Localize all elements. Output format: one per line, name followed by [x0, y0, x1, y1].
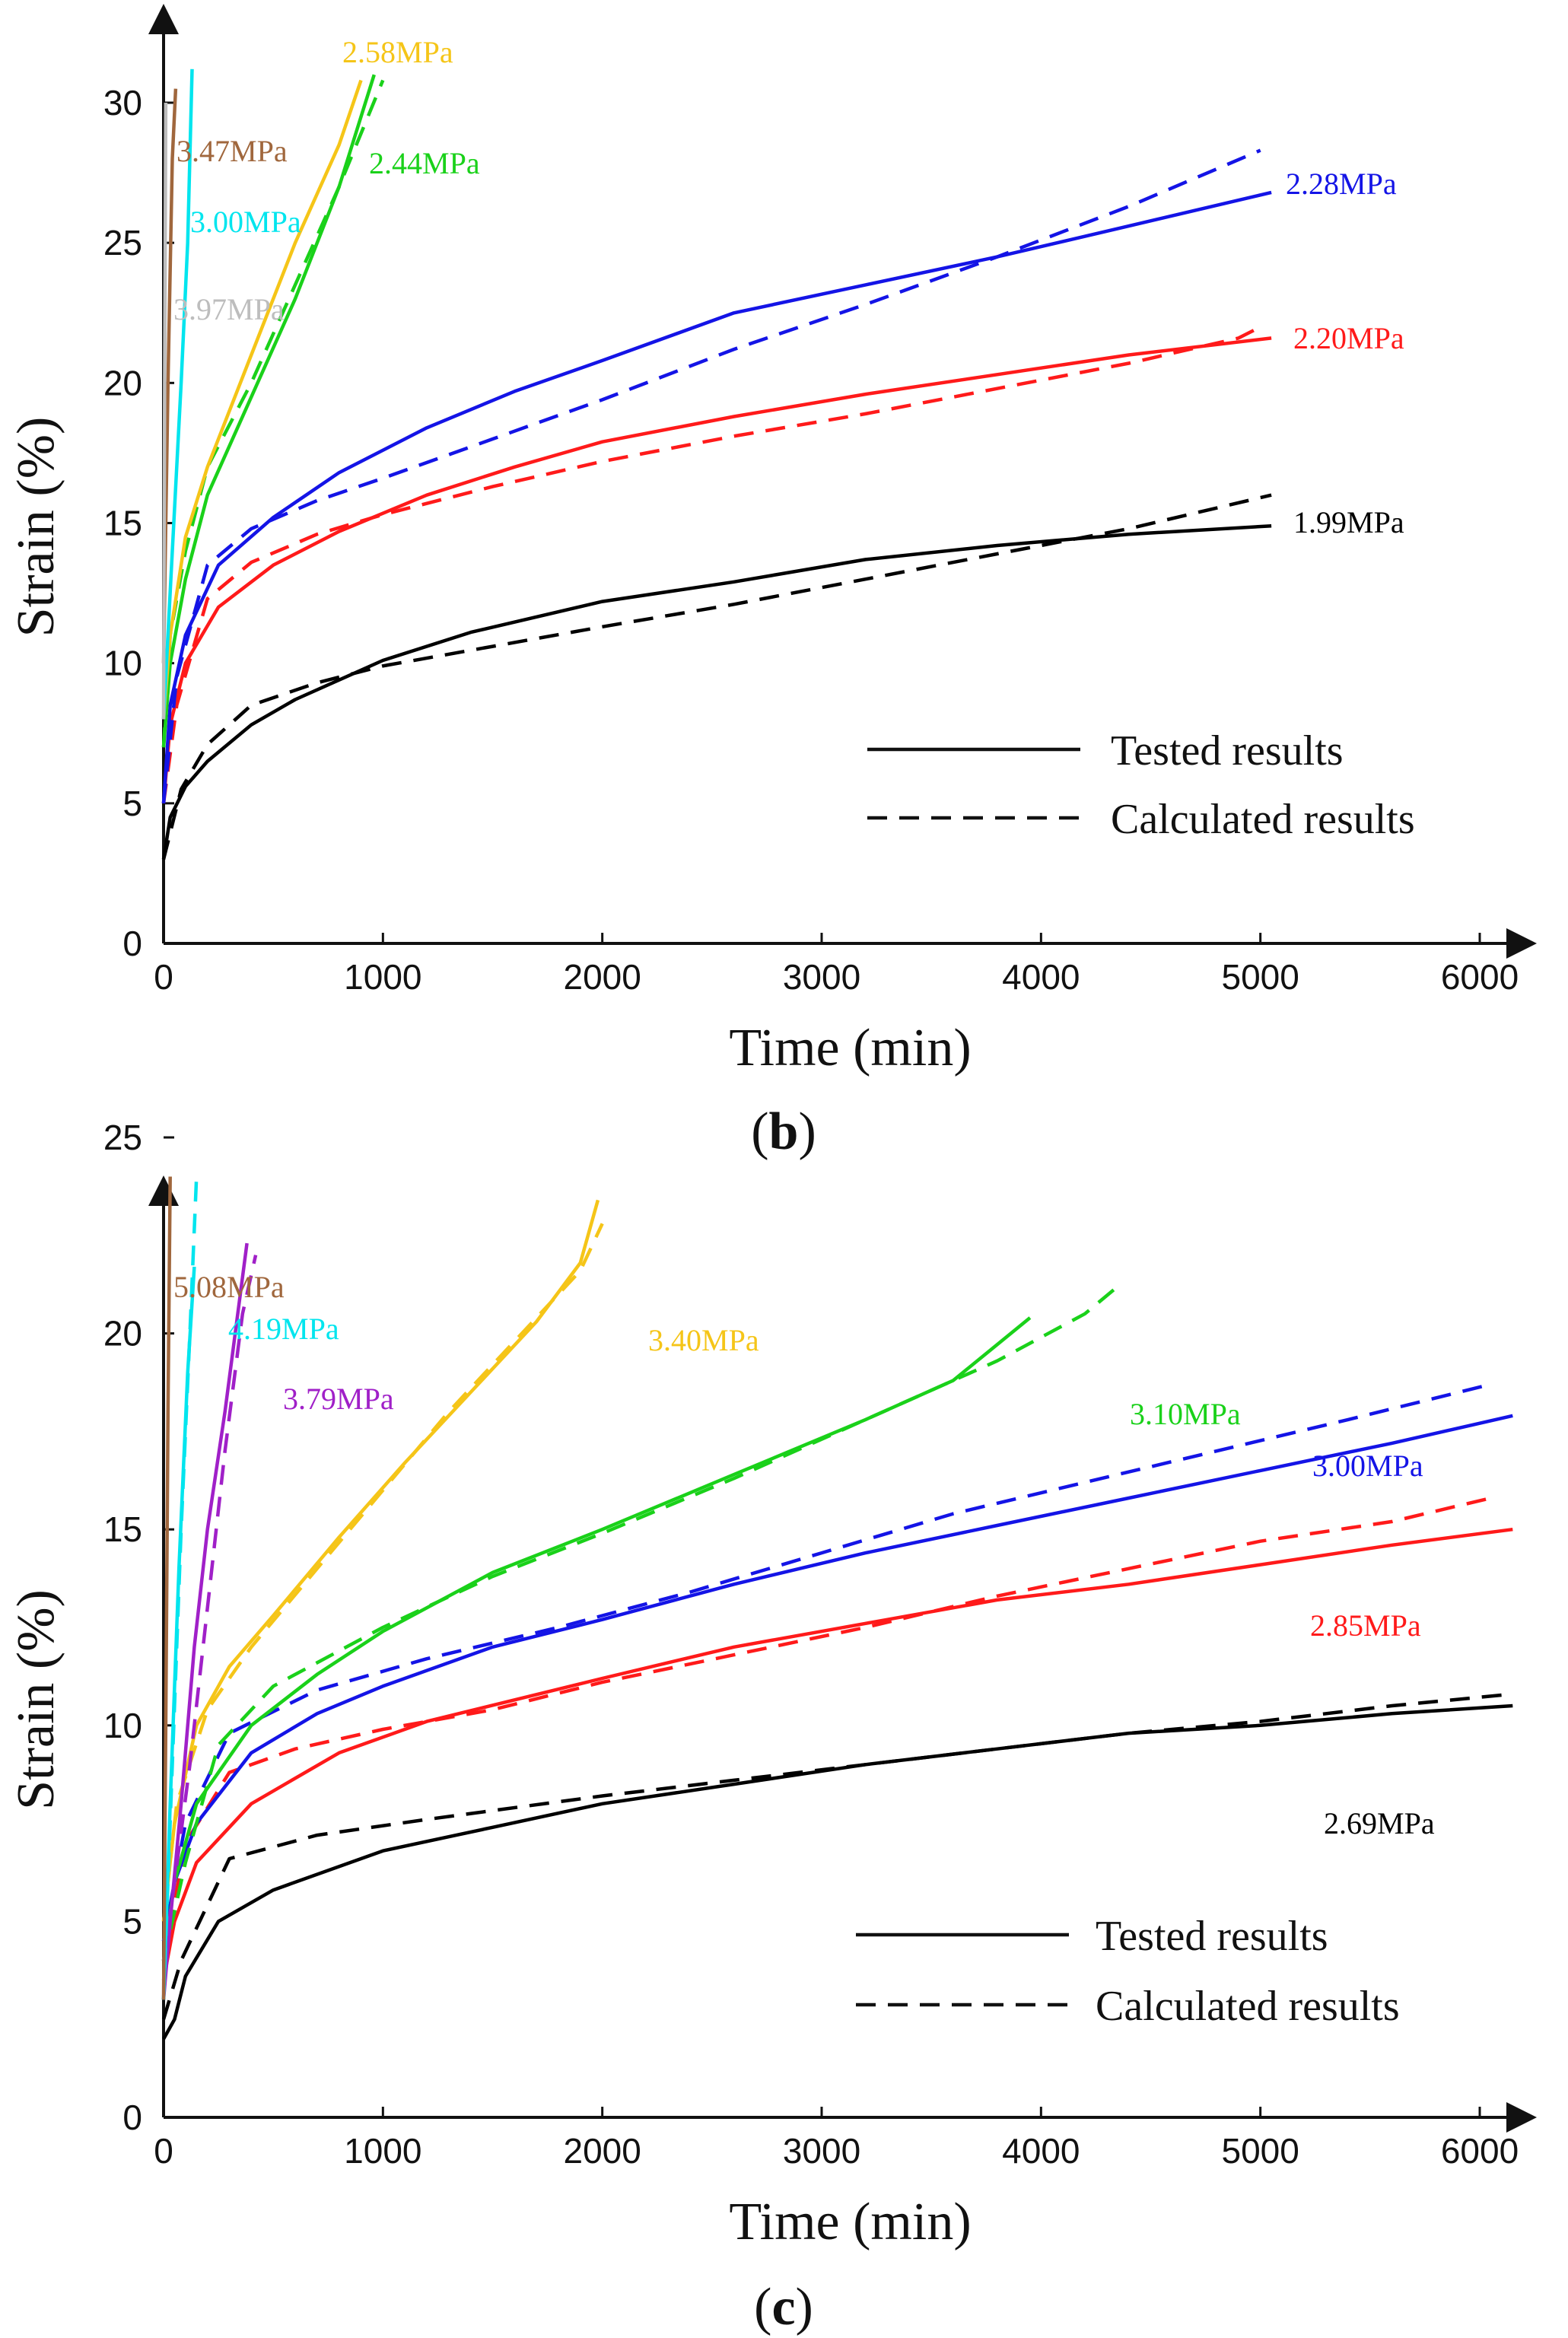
y-axis-title: Strain (%): [7, 417, 65, 638]
y-tick-label: 10: [103, 1706, 142, 1745]
series-tested-3.00MPa: [161, 1414, 1513, 1942]
x-tick-label: 2000: [563, 2131, 641, 2171]
legend-tested-label: Tested results: [1111, 727, 1344, 775]
x-tick-label: 3000: [783, 2131, 860, 2171]
y-tick-label: 15: [103, 1509, 142, 1549]
y-tick-label: 25: [103, 223, 142, 262]
series-tested-2.20MPa: [161, 336, 1272, 803]
y-tick-label: 0: [122, 2098, 142, 2137]
series-label-3.10MPa: 3.10MPa: [1130, 1397, 1241, 1431]
panel-label-b: (b): [751, 1102, 816, 1161]
series-tested-2.85MPa: [161, 1527, 1513, 1981]
series-calculated-1.99MPa: [161, 493, 1272, 860]
y-tick-label: 5: [122, 784, 142, 823]
x-axis-title: Time (min): [729, 1019, 971, 1077]
series-tested-2.58MPa: [161, 79, 363, 720]
x-tick-label: 5000: [1221, 2131, 1299, 2171]
series-label-1.99MPa: 1.99MPa: [1293, 505, 1404, 539]
y-tick-label: 0: [122, 924, 142, 963]
series-label-2.85MPa: 2.85MPa: [1310, 1608, 1421, 1643]
x-tick-label: 0: [154, 2131, 173, 2171]
series-label-2.28MPa: 2.28MPa: [1286, 167, 1397, 201]
x-tick-label: 1000: [344, 2131, 421, 2171]
series-label-3.00MPa: 3.00MPa: [190, 205, 301, 239]
series-tested-1.99MPa: [161, 523, 1272, 860]
series-tested-5.08MPa: [161, 1176, 172, 2000]
series-label-3.97MPa: 3.97MPa: [173, 292, 285, 326]
series-label-5.08MPa: 5.08MPa: [173, 1270, 285, 1304]
series-label-2.69MPa: 2.69MPa: [1324, 1806, 1435, 1840]
legend-calculated-label: Calculated results: [1096, 1983, 1400, 2030]
series-label-4.19MPa: 4.19MPa: [228, 1312, 339, 1346]
series-label-3.79MPa: 3.79MPa: [283, 1382, 394, 1416]
chart-panel-c: 0 1000 2000 3000 4000 5000 6000 0 5 10 15 20 25 Time …: [7, 1118, 1537, 2336]
y-tick-label: 10: [103, 644, 142, 683]
series-tested-4.19MPa: [161, 1266, 196, 2000]
series-label-2.20MPa: 2.20MPa: [1293, 321, 1404, 355]
series-tested-3.00MPa: [161, 68, 194, 720]
x-tick-label: 6000: [1441, 957, 1519, 997]
series-tested-3.97MPa: [161, 102, 168, 720]
y-tick-label: 20: [103, 1314, 142, 1353]
legend-calculated-label: Calculated results: [1111, 796, 1415, 843]
y-tick-label: 25: [103, 1118, 142, 1157]
chart-panel-b: 0 1000 2000 3000 4000 5000 6000 0 5 10 15 20 25 30 Tim…: [7, 4, 1537, 1161]
series-label-2.58MPa: 2.58MPa: [342, 35, 453, 69]
x-axis-title: Time (min): [729, 2193, 971, 2251]
series-calculated-2.85MPa: [161, 1496, 1491, 1961]
x-tick-label: 1000: [344, 957, 421, 997]
x-tick-label: 4000: [1002, 957, 1080, 997]
y-axis-title: Strain (%): [7, 1589, 65, 1810]
series-calculated-2.69MPa: [161, 1692, 1513, 2020]
series-calculated-2.20MPa: [161, 325, 1261, 804]
series-tested-2.69MPa: [162, 1703, 1513, 2041]
series-tested-2.44MPa: [161, 74, 376, 748]
series-label-3.40MPa: 3.40MPa: [648, 1323, 759, 1357]
series-tested-3.10MPa: [161, 1316, 1032, 1961]
series-label-3.47MPa: 3.47MPa: [177, 134, 288, 168]
series-calculated-3.10MPa: [161, 1285, 1119, 1961]
y-tick-label: 20: [103, 363, 142, 402]
series-label-2.44MPa: 2.44MPa: [369, 146, 480, 180]
series-calculated-2.28MPa: [161, 148, 1261, 804]
y-tick-label: 15: [103, 504, 142, 543]
y-tick-label: 5: [122, 1901, 142, 1941]
x-tick-label: 3000: [783, 957, 860, 997]
x-tick-label: 5000: [1221, 957, 1299, 997]
legend-tested-label: Tested results: [1096, 1913, 1328, 1960]
x-tick-label: 4000: [1002, 2131, 1080, 2171]
x-tick-label: 2000: [563, 957, 641, 997]
y-tick-label: 30: [103, 83, 142, 122]
series-label-3.00MPa: 3.00MPa: [1312, 1449, 1423, 1483]
x-tick-label: 6000: [1441, 2131, 1519, 2171]
series-calculated-3.00MPa: [161, 1382, 1491, 1942]
series-tested-3.79MPa: [161, 1242, 249, 2000]
panel-label-c: (c): [754, 2278, 813, 2336]
series-tested-2.28MPa: [161, 190, 1272, 803]
x-tick-label: 0: [154, 957, 173, 997]
